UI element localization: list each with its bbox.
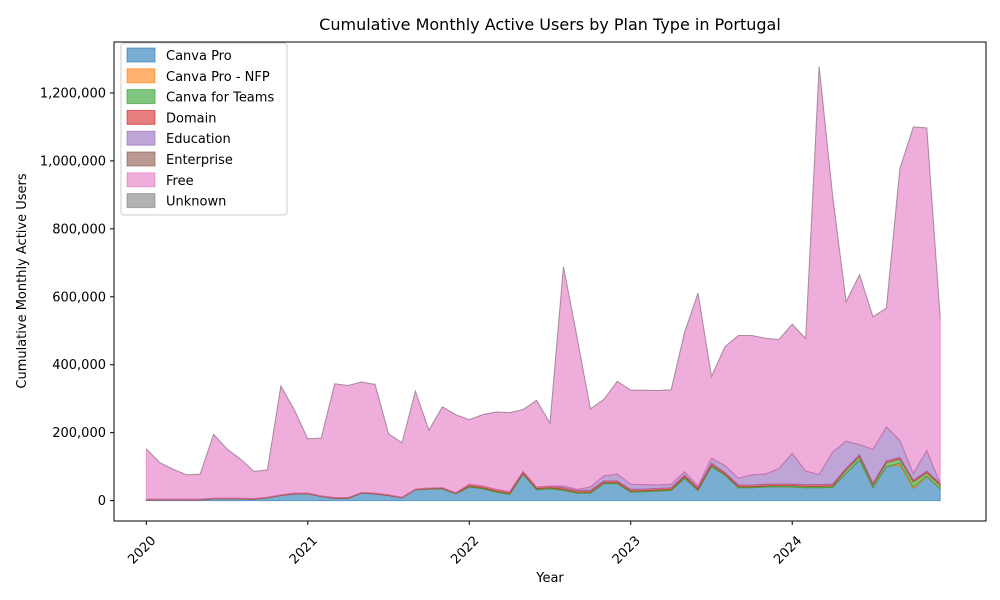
- x-tick-label: 2020: [125, 533, 159, 567]
- y-tick-label: 600,000: [52, 290, 106, 305]
- chart-title: Cumulative Monthly Active Users by Plan …: [319, 15, 781, 34]
- legend-label-canva-for-teams: Canva for Teams: [166, 91, 274, 106]
- y-tick-label: 1,000,000: [40, 154, 106, 169]
- y-axis-label: Cumulative Monthly Active Users: [15, 173, 30, 388]
- legend-label-canva-pro: Canva Pro: [166, 49, 232, 64]
- legend-swatch-domain: [126, 109, 156, 125]
- legend-label-enterprise: Enterprise: [166, 153, 233, 168]
- legend-box: [120, 42, 288, 216]
- legend-swatch-enterprise: [126, 151, 156, 167]
- y-tick-label: 200,000: [52, 426, 106, 441]
- plot-frame: [113, 41, 987, 522]
- legend: Canva Pro Canva Pro - NFP Canva for Teams D…: [120, 42, 288, 216]
- area-layers: [145, 66, 941, 502]
- y-tick-label: 800,000: [52, 222, 106, 237]
- legend-label-unknown: Unknown: [166, 195, 226, 210]
- x-tick-label: 2021: [287, 533, 321, 567]
- legend-label-education: Education: [166, 132, 231, 147]
- x-axis: 2020 2021 2022 2023 2024: [125, 521, 805, 567]
- x-tick-label: 2023: [610, 533, 644, 567]
- legend-label-free: Free: [166, 174, 194, 189]
- y-tick-label: 400,000: [52, 358, 106, 373]
- legend-label-canva-pro-nfp: Canva Pro - NFP: [166, 70, 270, 85]
- x-tick-label: 2024: [771, 533, 805, 567]
- y-tick-label: 0: [98, 494, 106, 509]
- legend-swatch-unknown: [126, 193, 156, 209]
- x-tick-label: 2022: [448, 533, 482, 567]
- x-axis-label: Year: [535, 571, 564, 586]
- legend-swatch-canva-pro: [126, 47, 156, 63]
- y-tick-label: 1,200,000: [40, 86, 106, 101]
- legend-swatch-canva-for-teams: [126, 89, 156, 105]
- legend-label-domain: Domain: [166, 111, 216, 126]
- legend-swatch-canva-pro-nfp: [126, 68, 156, 84]
- legend-swatch-free: [126, 172, 156, 188]
- legend-swatch-education: [126, 130, 156, 146]
- y-axis: 0 200,000 400,000 600,000 800,000 1,000,000 1,…: [40, 86, 114, 509]
